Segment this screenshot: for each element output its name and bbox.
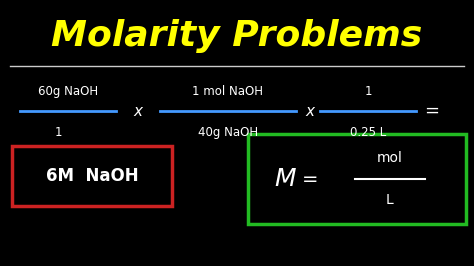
Text: x: x: [306, 103, 315, 118]
Text: 1 mol NaOH: 1 mol NaOH: [192, 85, 264, 98]
Text: 40g NaOH: 40g NaOH: [198, 126, 258, 139]
Text: Molarity Problems: Molarity Problems: [51, 19, 423, 53]
Text: 6M  NaOH: 6M NaOH: [46, 167, 138, 185]
Text: 1: 1: [364, 85, 372, 98]
Bar: [12, 146, 172, 206]
Text: x: x: [134, 103, 143, 118]
Text: 0.25 L: 0.25 L: [350, 126, 386, 139]
Text: mol: mol: [377, 151, 403, 165]
Text: L: L: [386, 193, 394, 207]
Text: 60g NaOH: 60g NaOH: [38, 85, 98, 98]
Text: M: M: [274, 167, 296, 191]
Text: =: =: [425, 102, 439, 120]
Text: 1: 1: [54, 126, 62, 139]
Text: =: =: [302, 169, 318, 189]
Bar: [248, 134, 466, 224]
